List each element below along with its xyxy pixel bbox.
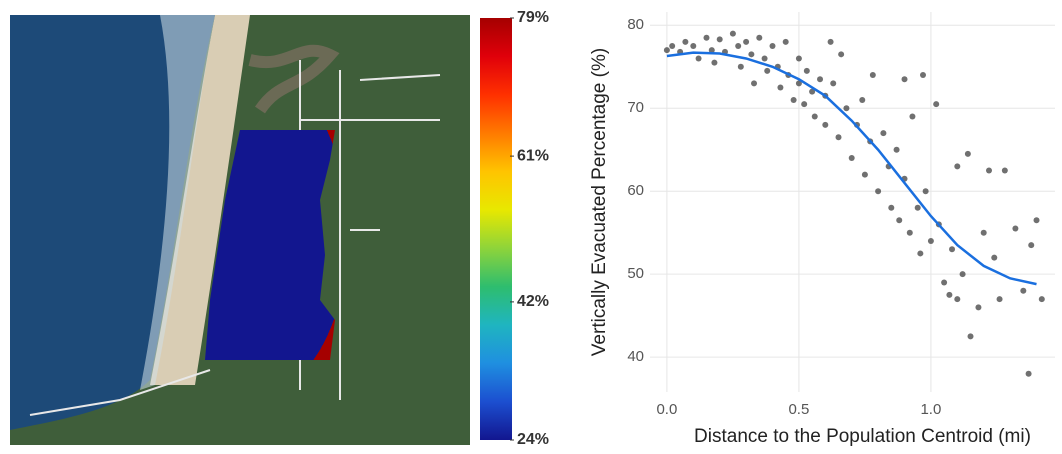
point bbox=[690, 43, 696, 49]
point bbox=[933, 101, 939, 107]
point bbox=[915, 205, 921, 211]
point bbox=[751, 80, 757, 86]
point bbox=[791, 97, 797, 103]
y-tick-label: 40 bbox=[627, 348, 644, 365]
colorbar-label: 61% bbox=[517, 147, 549, 164]
point bbox=[1026, 371, 1032, 377]
point bbox=[880, 130, 886, 136]
point bbox=[762, 55, 768, 61]
colorbar-label: 42% bbox=[517, 293, 549, 310]
point bbox=[664, 47, 670, 53]
figure: 24% 42% 61% 79% 40 50 60 70 80 0.0 0.5 1.0 Distance … bbox=[0, 0, 1062, 449]
point bbox=[954, 163, 960, 169]
point bbox=[669, 43, 675, 49]
point bbox=[875, 188, 881, 194]
point bbox=[730, 31, 736, 37]
point bbox=[682, 39, 688, 45]
point bbox=[888, 205, 894, 211]
point bbox=[696, 55, 702, 61]
point bbox=[804, 68, 810, 74]
point bbox=[828, 39, 834, 45]
point bbox=[907, 230, 913, 236]
point bbox=[859, 97, 865, 103]
point bbox=[783, 39, 789, 45]
point bbox=[735, 43, 741, 49]
point bbox=[764, 68, 770, 74]
point bbox=[830, 80, 836, 86]
point bbox=[870, 72, 876, 78]
point bbox=[738, 64, 744, 70]
point bbox=[920, 72, 926, 78]
point bbox=[743, 39, 749, 45]
point bbox=[777, 85, 783, 91]
page: 24% 42% 61% 79% 40 50 60 70 80 0.0 0.5 1.0 Distance … bbox=[0, 0, 1062, 454]
point bbox=[991, 255, 997, 261]
point bbox=[756, 35, 762, 41]
point bbox=[981, 230, 987, 236]
point bbox=[849, 155, 855, 161]
point bbox=[894, 147, 900, 153]
map bbox=[10, 15, 470, 445]
point bbox=[843, 105, 849, 111]
colorbar bbox=[480, 18, 512, 440]
point bbox=[1012, 226, 1018, 232]
point bbox=[862, 172, 868, 178]
point bbox=[1034, 217, 1040, 223]
point bbox=[975, 304, 981, 310]
point bbox=[822, 122, 828, 128]
point bbox=[801, 101, 807, 107]
point bbox=[703, 35, 709, 41]
x-tick-label: 0.5 bbox=[788, 401, 809, 418]
point bbox=[968, 333, 974, 339]
point bbox=[817, 76, 823, 82]
point bbox=[909, 114, 915, 120]
y-tick-label: 50 bbox=[627, 265, 644, 282]
point bbox=[838, 51, 844, 57]
x-tick-label: 0.0 bbox=[656, 401, 677, 418]
point bbox=[902, 76, 908, 82]
point bbox=[812, 114, 818, 120]
point bbox=[1028, 242, 1034, 248]
point bbox=[923, 188, 929, 194]
point bbox=[748, 51, 754, 57]
point bbox=[711, 60, 717, 66]
colorbar-label: 79% bbox=[517, 9, 549, 26]
point bbox=[917, 250, 923, 256]
point bbox=[965, 151, 971, 157]
trend-line bbox=[667, 53, 1037, 284]
colorbar-label: 24% bbox=[517, 431, 549, 448]
point bbox=[796, 55, 802, 61]
y-tick-label: 80 bbox=[627, 16, 644, 33]
point bbox=[1020, 288, 1026, 294]
point bbox=[960, 271, 966, 277]
y-axis-label: Vertically Evacuated Percentage (%) bbox=[589, 48, 610, 356]
point bbox=[954, 296, 960, 302]
point bbox=[836, 134, 842, 140]
x-axis-label: Distance to the Population Centroid (mi) bbox=[694, 426, 1031, 447]
point bbox=[1002, 167, 1008, 173]
point bbox=[997, 296, 1003, 302]
point bbox=[941, 279, 947, 285]
y-tick-label: 70 bbox=[627, 99, 644, 116]
y-tick-label: 60 bbox=[627, 182, 644, 199]
point bbox=[949, 246, 955, 252]
point bbox=[896, 217, 902, 223]
point bbox=[1039, 296, 1045, 302]
point bbox=[770, 43, 776, 49]
x-tick-label: 1.0 bbox=[920, 401, 941, 418]
point bbox=[986, 167, 992, 173]
point bbox=[928, 238, 934, 244]
point bbox=[946, 292, 952, 298]
point bbox=[717, 36, 723, 42]
